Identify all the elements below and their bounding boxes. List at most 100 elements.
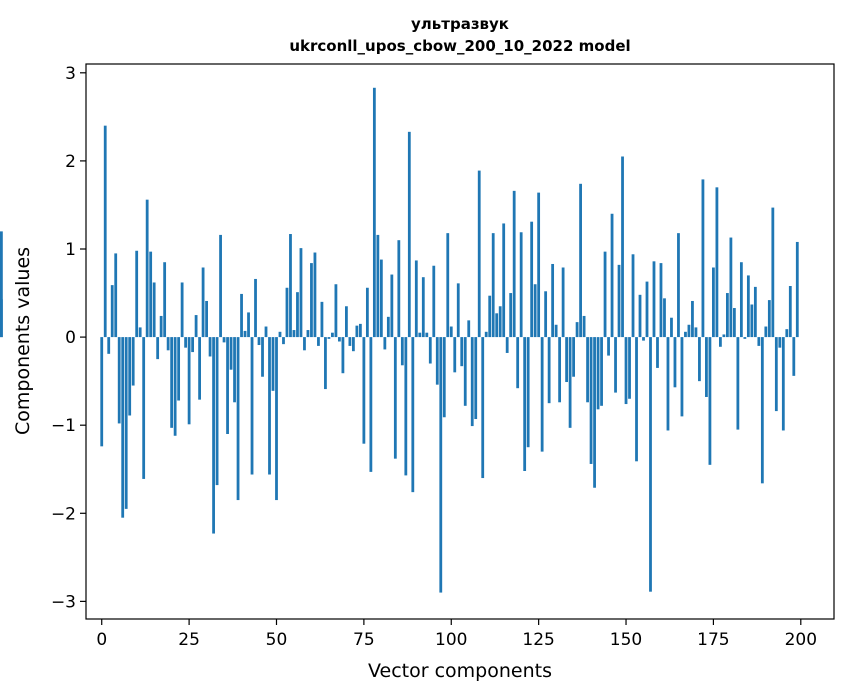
x-tick-label: 50 bbox=[266, 630, 288, 650]
bar bbox=[393, 337, 397, 459]
bar bbox=[725, 293, 729, 338]
bar bbox=[250, 337, 254, 475]
bar bbox=[666, 337, 670, 431]
bar bbox=[631, 254, 635, 338]
bar bbox=[397, 240, 401, 338]
bar bbox=[579, 183, 582, 338]
bar bbox=[418, 332, 422, 338]
bar bbox=[278, 331, 282, 338]
bar bbox=[446, 233, 450, 338]
bar bbox=[663, 298, 666, 338]
x-axis-label: Vector components bbox=[368, 660, 552, 682]
bar bbox=[694, 327, 698, 338]
bar bbox=[432, 265, 436, 338]
bar bbox=[484, 331, 488, 338]
bar bbox=[523, 337, 527, 471]
bar bbox=[708, 337, 712, 465]
bar bbox=[645, 281, 649, 338]
bar bbox=[568, 337, 572, 428]
bar bbox=[509, 293, 513, 338]
bar bbox=[750, 304, 754, 338]
bar bbox=[607, 337, 610, 356]
bar bbox=[170, 337, 174, 428]
bar bbox=[166, 337, 170, 351]
bar bbox=[327, 337, 331, 339]
bar bbox=[729, 237, 733, 338]
bar bbox=[114, 253, 118, 338]
bar bbox=[610, 213, 614, 338]
x-tick-label: 25 bbox=[178, 630, 200, 650]
bar bbox=[212, 337, 215, 534]
bar bbox=[698, 337, 701, 382]
bar bbox=[159, 315, 163, 338]
bar bbox=[152, 282, 156, 338]
bar bbox=[719, 337, 722, 347]
x-tick-label: 75 bbox=[353, 630, 375, 650]
bar bbox=[285, 287, 289, 338]
bar bbox=[547, 337, 551, 404]
bar bbox=[449, 326, 453, 338]
bar bbox=[236, 337, 240, 501]
bar bbox=[313, 252, 317, 338]
bar bbox=[757, 337, 761, 346]
bar bbox=[743, 337, 747, 339]
bar bbox=[345, 306, 348, 338]
bar bbox=[621, 156, 624, 338]
bar bbox=[505, 337, 509, 353]
bar bbox=[289, 234, 292, 338]
bar bbox=[540, 337, 544, 452]
bar bbox=[792, 337, 796, 376]
bar bbox=[582, 315, 586, 338]
bar bbox=[226, 337, 229, 434]
bar bbox=[533, 284, 537, 338]
x-tick-label: 200 bbox=[785, 630, 817, 650]
bar bbox=[215, 337, 219, 486]
bar bbox=[586, 337, 589, 403]
bar bbox=[358, 323, 362, 338]
bar bbox=[121, 337, 125, 518]
bar bbox=[512, 190, 516, 338]
bar bbox=[642, 337, 645, 341]
bar bbox=[369, 337, 373, 472]
bar bbox=[439, 337, 443, 593]
bar bbox=[275, 337, 278, 501]
bar bbox=[638, 294, 642, 338]
bar bbox=[456, 283, 460, 338]
bar bbox=[491, 233, 495, 338]
bar bbox=[341, 337, 345, 374]
bar bbox=[530, 221, 534, 338]
bar bbox=[680, 337, 684, 417]
y-tick-label: 3 bbox=[65, 64, 76, 84]
bar bbox=[407, 131, 411, 338]
bar bbox=[0, 231, 3, 338]
bar bbox=[565, 337, 569, 383]
bar bbox=[554, 324, 558, 338]
x-tick-label: 100 bbox=[435, 630, 467, 650]
bar bbox=[222, 337, 226, 343]
bar bbox=[194, 315, 198, 338]
bar bbox=[746, 275, 750, 338]
bar bbox=[254, 278, 257, 338]
bar bbox=[198, 337, 201, 400]
bar bbox=[596, 337, 600, 410]
bar bbox=[467, 320, 471, 338]
bar bbox=[526, 337, 530, 448]
bar bbox=[205, 300, 208, 338]
bar bbox=[673, 337, 677, 388]
bar bbox=[331, 332, 334, 338]
bar bbox=[404, 337, 408, 476]
chart-subtitle: ukrconll_upos_cbow_200_10_2022 model bbox=[289, 37, 630, 55]
bar bbox=[600, 337, 603, 406]
bar bbox=[187, 337, 191, 425]
bar bbox=[138, 327, 142, 338]
bar bbox=[334, 284, 338, 338]
bar bbox=[652, 261, 656, 338]
bar bbox=[128, 337, 132, 416]
bar bbox=[624, 337, 628, 405]
bar bbox=[495, 313, 499, 338]
bar bbox=[142, 337, 146, 479]
bar bbox=[722, 334, 726, 338]
bar bbox=[589, 337, 593, 464]
bar bbox=[516, 337, 520, 389]
bar bbox=[753, 286, 757, 338]
